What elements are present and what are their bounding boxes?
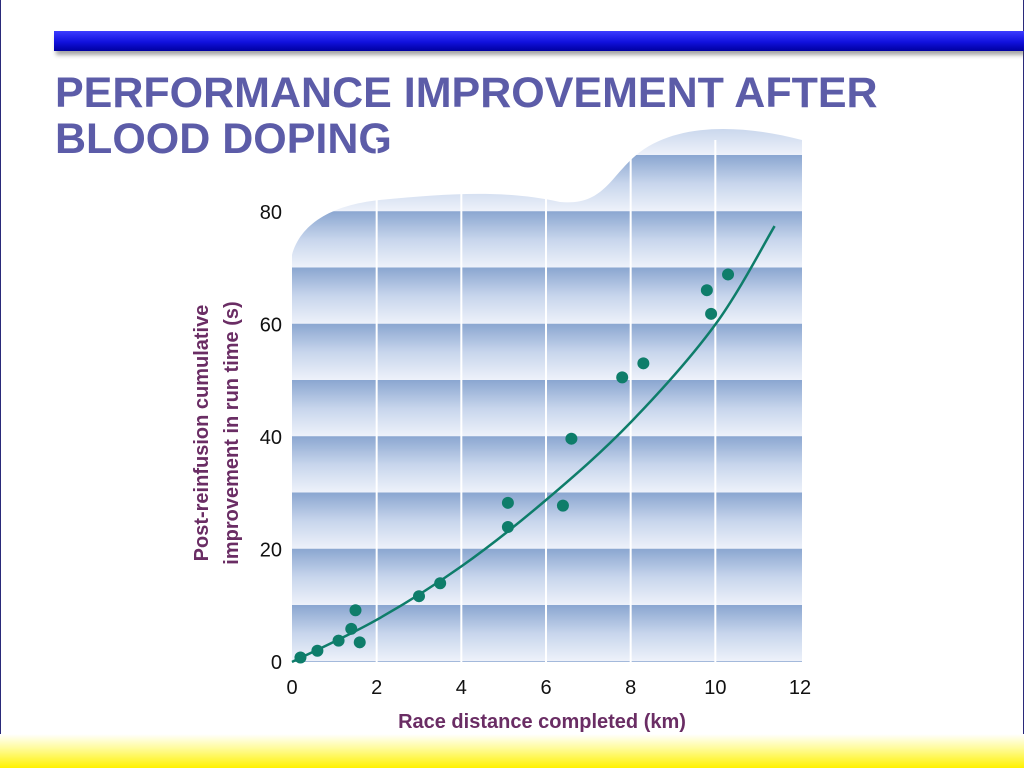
data-point — [501, 496, 514, 509]
x-axis-title: Race distance completed (km) — [398, 711, 686, 733]
data-point — [565, 432, 578, 445]
data-points-layer — [294, 268, 735, 664]
data-point — [345, 622, 358, 635]
data-point — [294, 651, 307, 664]
y-tick-label: 60 — [260, 315, 282, 337]
y-tick-labels: 0 20 40 60 80 — [260, 202, 282, 674]
data-point — [637, 357, 650, 370]
data-point — [616, 371, 629, 384]
y-tick-label: 80 — [260, 202, 282, 224]
fit-curve — [291, 225, 776, 664]
x-tick-label: 0 — [286, 677, 297, 699]
data-point — [722, 268, 735, 281]
slide-title-line-1: PERFORMANCE IMPROVEMENT AFTER — [55, 69, 878, 117]
bottom-gradient-band — [0, 734, 1024, 768]
x-tick-label: 12 — [789, 677, 811, 699]
data-point — [501, 521, 514, 533]
y-axis-title-line-2: improvement in run time (s) — [221, 301, 243, 564]
data-point — [349, 604, 362, 617]
y-axis-title-line-1: Post-reinfusion cumulative — [191, 305, 213, 562]
data-point — [311, 644, 324, 657]
fit-curve-layer — [291, 225, 776, 664]
y-tick-label: 20 — [260, 540, 282, 562]
data-point — [700, 284, 713, 297]
gridlines — [375, 140, 717, 662]
x-tick-label: 2 — [371, 677, 382, 699]
data-point — [353, 636, 366, 649]
x-tick-labels: 0 2 4 6 8 10 12 — [286, 677, 811, 699]
slide-title: PERFORMANCE IMPROVEMENT AFTER BLOOD DOPI… — [55, 70, 1005, 162]
data-point — [556, 499, 569, 512]
data-point — [413, 590, 425, 603]
data-point — [434, 577, 447, 590]
title-accent-bar — [54, 31, 1024, 51]
y-tick-label: 40 — [260, 427, 282, 449]
slide-title-line-2: BLOOD DOPING — [55, 115, 392, 163]
y-tick-label: 0 — [271, 652, 282, 674]
x-tick-label: 10 — [704, 677, 726, 699]
data-point — [705, 307, 718, 320]
x-tick-label: 8 — [625, 677, 636, 699]
x-tick-label: 6 — [540, 677, 551, 699]
slide-left-border — [0, 0, 1, 740]
data-point — [332, 634, 345, 647]
x-tick-label: 4 — [456, 677, 467, 699]
